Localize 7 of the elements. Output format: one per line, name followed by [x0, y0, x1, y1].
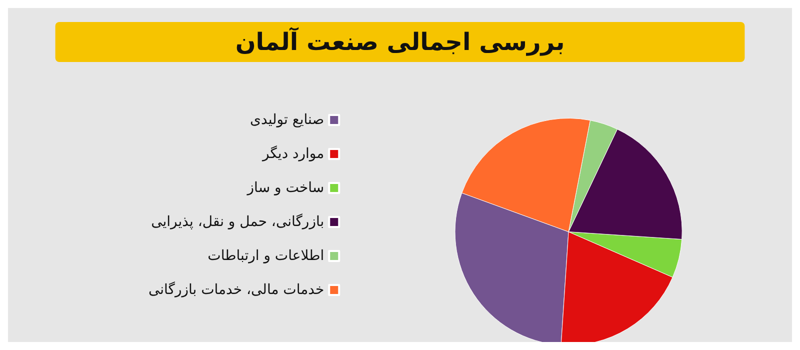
legend-label: بازرگانی، حمل و نقل، پذیرایی — [151, 213, 324, 230]
legend-label: موارد دیگر — [261, 145, 324, 162]
legend-label: صنایع تولیدی — [250, 112, 324, 128]
legend-label: اطلاعات و ارتباطات — [208, 248, 324, 264]
legend-label: خدمات مالی، خدمات بازرگانی — [148, 281, 324, 298]
legend-label: ساخت و ساز — [246, 180, 324, 196]
chart-title: بررسی اجمالی صنعت آلمان — [235, 27, 565, 56]
